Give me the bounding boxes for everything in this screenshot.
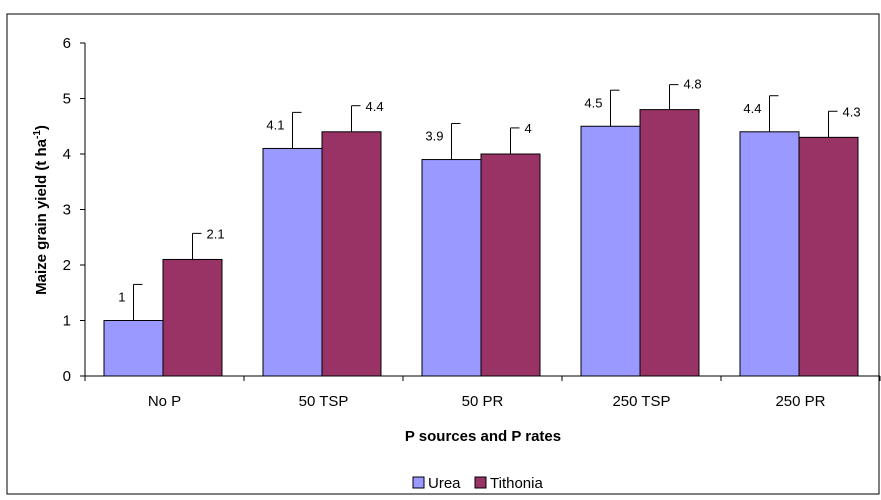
data-label: 2.1 — [207, 226, 225, 241]
bar — [103, 320, 164, 377]
bar — [639, 109, 700, 377]
x-category-label: 250 TSP — [612, 393, 670, 410]
x-axis-title: P sources and P rates — [405, 428, 561, 445]
x-category-label: 50 PR — [462, 393, 504, 410]
plot-area: 0 1 2 3 4 5 6 No P 50 TSP 50 PR 250 TSP 250 PR 1 4.1 3… — [63, 35, 881, 410]
legend-swatch-tithonia — [474, 476, 487, 489]
y-axis-title: Maize grain yield (t ha-1) — [32, 125, 50, 295]
data-label: 4.1 — [266, 117, 284, 132]
x-category-label: 50 TSP — [299, 393, 349, 410]
x-category-label: 250 PR — [775, 393, 825, 410]
data-label: 4.4 — [366, 99, 384, 114]
data-label: 4.4 — [743, 101, 761, 116]
bar — [421, 159, 482, 377]
legend-label-urea: Urea — [428, 475, 461, 492]
legend: Urea Tithonia — [412, 475, 543, 492]
y-tick-label: 1 — [63, 313, 71, 330]
x-category-label: No P — [148, 393, 181, 410]
y-tick-label: 2 — [63, 257, 71, 274]
legend-swatch-urea — [412, 476, 425, 489]
y-tick-label: 5 — [63, 91, 71, 108]
y-tick-label: 6 — [63, 35, 71, 52]
legend-label-tithonia: Tithonia — [490, 475, 543, 492]
bar — [262, 147, 323, 377]
bar — [798, 136, 859, 377]
data-label: 1 — [118, 290, 125, 305]
data-label: 4.5 — [584, 95, 602, 110]
bar — [321, 131, 382, 377]
data-label: 4 — [525, 121, 532, 136]
bar — [480, 153, 541, 377]
y-axis-title-superscript: -1 — [32, 130, 43, 139]
y-tick-label: 4 — [63, 146, 71, 163]
y-axis-title-main: Maize grain yield (t ha — [33, 138, 50, 295]
data-label: 4.3 — [843, 104, 861, 119]
y-tick-label: 3 — [63, 202, 71, 219]
bar — [162, 258, 223, 377]
bar — [739, 131, 800, 377]
bar — [580, 125, 641, 377]
y-tick-label: 0 — [63, 368, 71, 385]
data-label: 4.8 — [684, 77, 702, 92]
data-label: 3.9 — [425, 129, 443, 144]
y-axis-title-suffix: ) — [33, 125, 50, 130]
